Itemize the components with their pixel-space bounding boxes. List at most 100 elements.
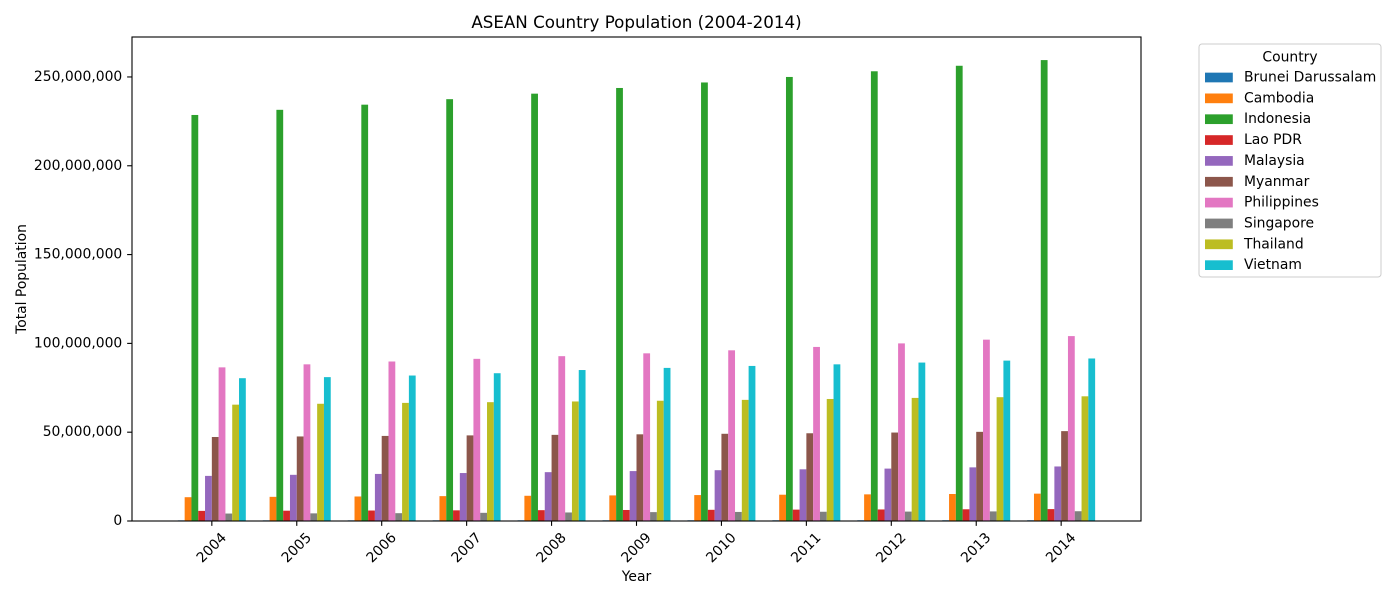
chart-title: ASEAN Country Population (2004-2014) bbox=[471, 12, 801, 32]
bar-singapore-2007 bbox=[480, 512, 488, 521]
bar-philippines-2013 bbox=[983, 339, 990, 521]
legend-label-thailand: Thailand bbox=[1243, 236, 1304, 252]
legend-swatch-lao-pdr bbox=[1205, 135, 1233, 145]
bar-indonesia-2008 bbox=[531, 93, 538, 521]
bar-cambodia-2006 bbox=[354, 496, 362, 521]
bar-philippines-2012 bbox=[898, 343, 905, 521]
bar-malaysia-2011 bbox=[799, 469, 807, 521]
bar-philippines-2011 bbox=[813, 346, 820, 521]
x-axis: 2004 2005 2006 2007 2008 2009 2010 2011 2012 2013… bbox=[194, 521, 1079, 566]
bar-indonesia-2006 bbox=[361, 104, 369, 522]
bar-vietnam-2011 bbox=[833, 364, 841, 521]
bar-thailand-2004 bbox=[232, 404, 240, 521]
bar-indonesia-2009 bbox=[616, 87, 623, 521]
legend: Country Brunei Darussalam Cambodia Indones… bbox=[1198, 43, 1382, 278]
legend-label-lao-pdr: Lao PDR bbox=[1244, 132, 1302, 148]
bar-myanmar-2010 bbox=[721, 433, 729, 521]
bar-malaysia-2013 bbox=[969, 467, 977, 521]
x-tick-label-2009: 2009 bbox=[618, 530, 654, 566]
bar-myanmar-2004 bbox=[211, 436, 219, 521]
bar-vietnam-2005 bbox=[323, 377, 331, 521]
bar-vietnam-2012 bbox=[918, 362, 926, 521]
bar-malaysia-2007 bbox=[459, 473, 467, 521]
legend-label-philippines: Philippines bbox=[1244, 195, 1319, 211]
bar-myanmar-2011 bbox=[806, 433, 814, 521]
x-tick-label-2012: 2012 bbox=[873, 530, 909, 566]
bar-singapore-2009 bbox=[650, 512, 657, 521]
bar-singapore-2014 bbox=[1074, 511, 1082, 521]
x-tick-label-2004: 2004 bbox=[194, 530, 230, 566]
bar-malaysia-2010 bbox=[714, 470, 722, 521]
bar-vietnam-2008 bbox=[578, 370, 586, 521]
bar-indonesia-2011 bbox=[785, 76, 793, 522]
legend-label-brunei-darussalam: Brunei Darussalam bbox=[1244, 70, 1376, 86]
bar-lao-pdr-2008 bbox=[537, 510, 545, 521]
bar-indonesia-2004 bbox=[191, 114, 199, 521]
bar-singapore-2004 bbox=[225, 513, 233, 521]
bar-vietnam-2014 bbox=[1088, 358, 1096, 521]
bar-lao-pdr-2014 bbox=[1047, 509, 1055, 521]
bar-lao-pdr-2009 bbox=[622, 509, 630, 521]
bar-singapore-2012 bbox=[904, 511, 912, 521]
legend-swatch-brunei-darussalam bbox=[1205, 72, 1233, 83]
bar-singapore-2010 bbox=[735, 511, 742, 521]
legend-label-cambodia: Cambodia bbox=[1244, 90, 1314, 106]
legend-label-malaysia: Malaysia bbox=[1244, 153, 1305, 169]
legend-swatch-thailand bbox=[1205, 239, 1233, 250]
bar-philippines-2009 bbox=[643, 353, 651, 521]
bar-thailand-2009 bbox=[656, 400, 664, 521]
bar-singapore-2013 bbox=[989, 511, 997, 521]
bar-philippines-2008 bbox=[558, 356, 566, 521]
bar-philippines-2006 bbox=[388, 361, 396, 521]
bar-indonesia-2010 bbox=[701, 82, 708, 521]
bar-myanmar-2013 bbox=[976, 431, 984, 521]
x-tick-label-2008: 2008 bbox=[533, 530, 569, 566]
bar-malaysia-2009 bbox=[629, 471, 637, 521]
bar-philippines-2005 bbox=[303, 364, 311, 521]
y-tick-label-4: 200,000,000 bbox=[34, 158, 122, 174]
bar-malaysia-2006 bbox=[374, 473, 382, 521]
bar-cambodia-2010 bbox=[694, 495, 702, 521]
x-tick-label-2014: 2014 bbox=[1043, 530, 1079, 566]
bar-myanmar-2012 bbox=[891, 432, 899, 521]
bar-vietnam-2007 bbox=[493, 373, 501, 521]
bar-malaysia-2014 bbox=[1054, 466, 1062, 521]
legend-label-vietnam: Vietnam bbox=[1244, 257, 1302, 273]
bar-thailand-2014 bbox=[1081, 396, 1089, 521]
bars-group bbox=[177, 60, 1096, 522]
x-tick-label-2007: 2007 bbox=[448, 530, 484, 566]
x-tick-label-2005: 2005 bbox=[279, 530, 315, 566]
bar-thailand-2011 bbox=[826, 398, 834, 521]
y-axis-label: Total Population bbox=[14, 224, 30, 335]
legend-swatch-cambodia bbox=[1205, 93, 1233, 104]
bar-myanmar-2008 bbox=[551, 434, 559, 521]
bar-thailand-2005 bbox=[317, 403, 324, 521]
bar-myanmar-2005 bbox=[296, 436, 304, 521]
bar-cambodia-2011 bbox=[779, 494, 786, 521]
bar-thailand-2010 bbox=[741, 399, 749, 521]
bar-vietnam-2009 bbox=[663, 367, 671, 521]
bar-philippines-2007 bbox=[473, 358, 481, 521]
bar-cambodia-2012 bbox=[864, 494, 871, 521]
bar-singapore-2005 bbox=[310, 513, 318, 521]
y-axis: 0 50,000,000 100,000,000 150,000,000 200,000… bbox=[34, 69, 132, 529]
legend-label-singapore: Singapore bbox=[1244, 215, 1314, 231]
bar-cambodia-2007 bbox=[439, 496, 447, 521]
bar-malaysia-2012 bbox=[884, 468, 892, 521]
legend-title: Country bbox=[1262, 50, 1317, 66]
bar-philippines-2004 bbox=[218, 367, 226, 521]
legend-swatch-malaysia bbox=[1205, 156, 1233, 166]
x-tick-label-2013: 2013 bbox=[958, 530, 994, 566]
bar-lao-pdr-2007 bbox=[453, 510, 460, 521]
bar-lao-pdr-2005 bbox=[283, 510, 290, 521]
bar-vietnam-2013 bbox=[1003, 360, 1011, 521]
bar-vietnam-2004 bbox=[239, 378, 246, 521]
y-tick-label-1: 50,000,000 bbox=[43, 424, 123, 440]
bar-cambodia-2004 bbox=[184, 497, 192, 521]
legend-label-myanmar: Myanmar bbox=[1244, 174, 1310, 190]
legend-swatch-vietnam bbox=[1205, 260, 1233, 270]
bar-thailand-2012 bbox=[911, 397, 919, 521]
bar-myanmar-2014 bbox=[1061, 431, 1068, 521]
bar-indonesia-2005 bbox=[276, 109, 284, 521]
